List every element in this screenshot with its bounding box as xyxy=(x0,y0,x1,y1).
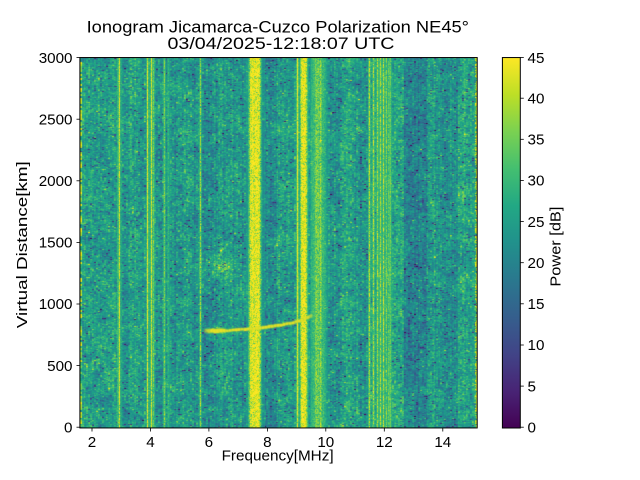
svg-text:0: 0 xyxy=(64,419,72,436)
svg-text:14: 14 xyxy=(434,434,451,451)
svg-text:5: 5 xyxy=(528,378,536,395)
svg-text:30: 30 xyxy=(528,173,545,190)
svg-text:35: 35 xyxy=(528,132,545,149)
svg-text:6: 6 xyxy=(205,434,213,451)
svg-text:Virtual Distance[km]: Virtual Distance[km] xyxy=(14,161,31,328)
svg-text:3000: 3000 xyxy=(39,50,73,67)
svg-text:Power [dB]: Power [dB] xyxy=(548,207,565,287)
svg-text:0: 0 xyxy=(528,419,536,436)
svg-text:4: 4 xyxy=(146,434,154,451)
svg-text:03/04/2025-12:18:07 UTC: 03/04/2025-12:18:07 UTC xyxy=(168,34,395,53)
svg-text:10: 10 xyxy=(317,434,334,451)
svg-text:12: 12 xyxy=(376,434,393,451)
svg-text:8: 8 xyxy=(263,434,271,451)
svg-text:Ionogram Jicamarca-Cuzco Polar: Ionogram Jicamarca-Cuzco Polarization NE… xyxy=(87,17,469,36)
svg-text:500: 500 xyxy=(47,358,72,375)
svg-text:20: 20 xyxy=(528,255,545,272)
svg-text:2: 2 xyxy=(88,434,96,451)
svg-text:1000: 1000 xyxy=(39,296,73,313)
svg-text:45: 45 xyxy=(528,50,545,67)
svg-text:40: 40 xyxy=(528,90,545,107)
svg-text:25: 25 xyxy=(528,214,545,231)
svg-text:2000: 2000 xyxy=(39,173,73,190)
svg-text:10: 10 xyxy=(528,337,545,354)
svg-text:Frequency[MHz]: Frequency[MHz] xyxy=(222,448,334,465)
svg-text:2500: 2500 xyxy=(39,111,73,128)
svg-text:1500: 1500 xyxy=(39,235,73,252)
svg-text:15: 15 xyxy=(528,296,545,313)
